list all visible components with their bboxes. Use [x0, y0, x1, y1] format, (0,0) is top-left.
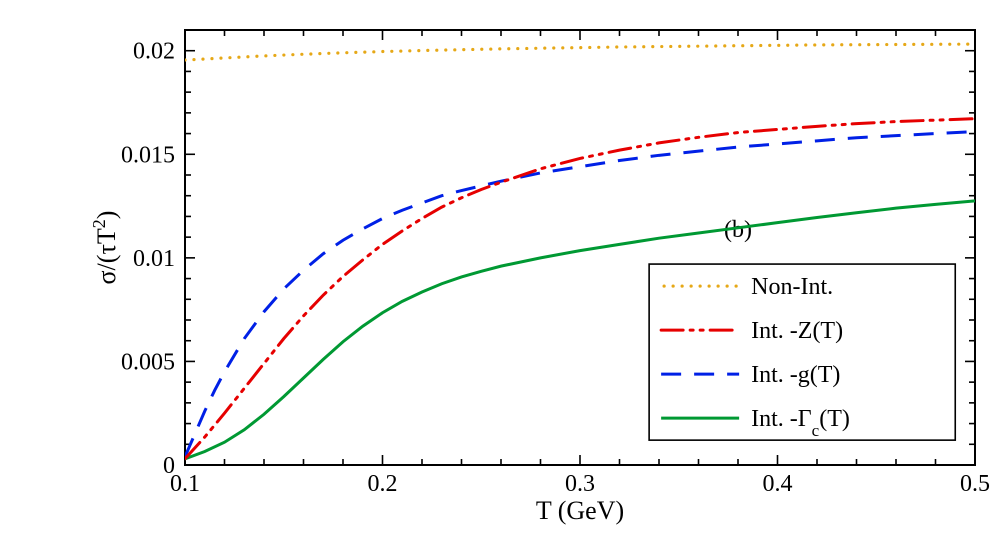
y-axis-label: σ/(τT2) — [89, 211, 121, 285]
series-int-z — [185, 119, 975, 459]
legend-label: Int. -g(T) — [751, 362, 840, 388]
chart-root: 0.10.20.30.40.500.0050.010.0150.02T (GeV… — [0, 0, 1000, 538]
y-tick-label: 0.015 — [121, 142, 175, 168]
x-axis-label: T (GeV) — [536, 496, 624, 525]
x-tick-label: 0.3 — [565, 471, 595, 497]
series-int-g — [185, 132, 975, 457]
legend-label: Int. -Z(T) — [751, 318, 843, 344]
y-tick-label: 0 — [163, 453, 175, 479]
x-tick-label: 0.5 — [960, 471, 990, 497]
y-tick-label: 0.01 — [133, 246, 175, 272]
series-int-gc — [185, 201, 975, 459]
y-tick-label: 0.005 — [121, 349, 175, 375]
ticks — [185, 30, 975, 465]
x-tick-label: 0.4 — [763, 471, 793, 497]
legend-label: Int. -Γc(T) — [751, 406, 850, 440]
line-chart: 0.10.20.30.40.500.0050.010.0150.02T (GeV… — [0, 0, 1000, 538]
legend-label: Non-Int. — [751, 274, 833, 300]
series-non-int — [183, 43, 969, 62]
y-tick-label: 0.02 — [133, 39, 175, 65]
x-tick-label: 0.2 — [368, 471, 398, 497]
